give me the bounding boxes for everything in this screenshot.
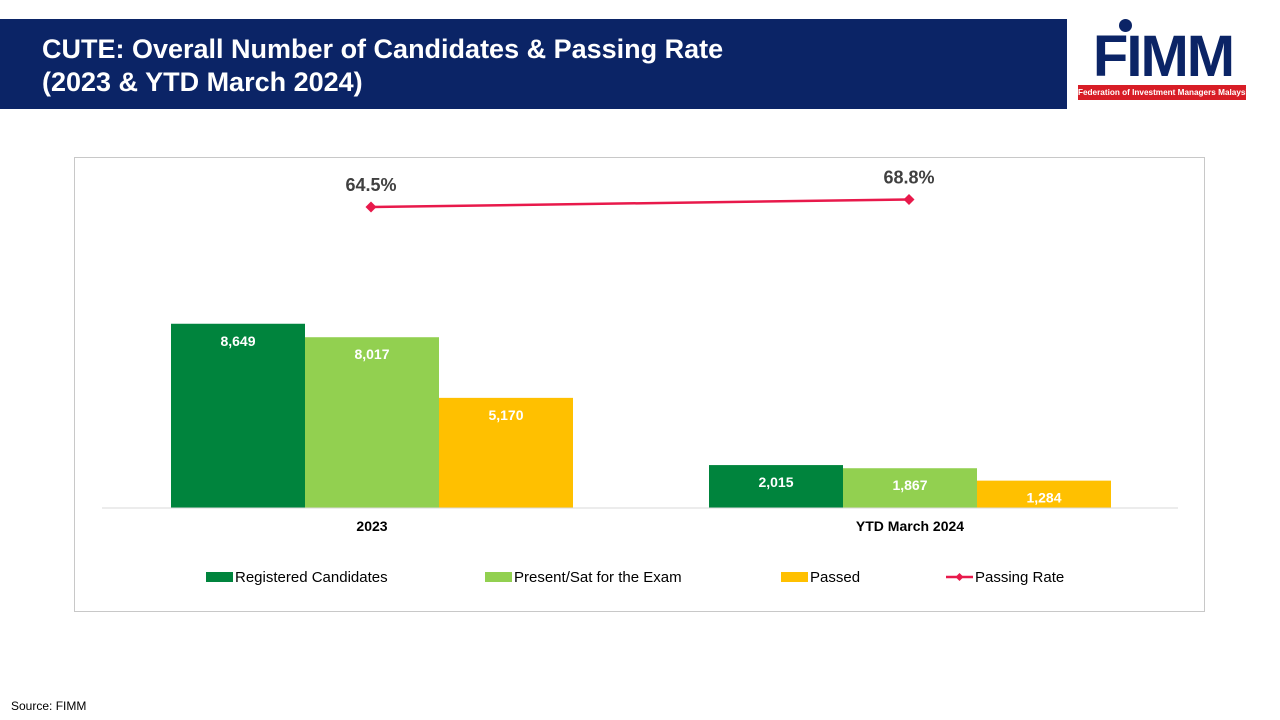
page-title: CUTE: Overall Number of Candidates & Pas… — [42, 34, 724, 64]
legend-label: Present/Sat for the Exam — [514, 569, 682, 586]
passing-rate-marker — [903, 194, 915, 205]
bar-data-label: 8,017 — [354, 346, 389, 362]
legend-swatch — [206, 572, 233, 582]
bar-data-label: 1,284 — [1026, 490, 1061, 506]
source-note: Source: FIMM — [11, 699, 87, 713]
bar-0-0 — [171, 323, 305, 508]
category-label: 2023 — [356, 518, 387, 534]
logo-wordmark: FIMM — [1092, 24, 1235, 89]
passing-rate-label: 68.8% — [883, 168, 934, 188]
bar-2-1 — [977, 480, 1111, 508]
logo-tagline: Federation of Investment Managers Malays… — [1078, 85, 1246, 100]
passing-rate-marker — [365, 201, 377, 213]
bar-0-1 — [709, 465, 843, 508]
passing-rate-line — [370, 198, 910, 209]
logo-dot — [1119, 19, 1132, 32]
bar-2-0 — [439, 397, 573, 508]
legend-swatch — [781, 572, 808, 582]
passing-rate-label: 64.5% — [345, 175, 396, 195]
legend-label: Passed — [810, 569, 860, 586]
legend-swatch — [485, 572, 512, 582]
bar-data-label: 2,015 — [758, 474, 793, 490]
chart-frame: 8,649 8,017 5,170 2023 2,015 1,867 1,284 YTD Ma… — [74, 157, 1205, 612]
combo-chart: 8,649 8,017 5,170 2023 2,015 1,867 1,284 YTD Ma… — [102, 168, 1178, 586]
bar-data-label: 1,867 — [892, 477, 927, 493]
title-bar: CUTE: Overall Number of Candidates & Pas… — [0, 19, 1067, 109]
bar-data-label: 5,170 — [488, 407, 523, 423]
bar-data-label: 8,649 — [220, 333, 255, 349]
bar-1-1 — [843, 468, 977, 508]
page-subtitle: (2023 & YTD March 2024) — [42, 67, 363, 97]
legend-label: Passing Rate — [975, 569, 1064, 586]
fimm-logo: FIMM Federation of Investment Managers M… — [1078, 17, 1248, 103]
legend-marker — [955, 573, 964, 581]
legend-label: Registered Candidates — [235, 569, 388, 586]
category-label: YTD March 2024 — [856, 518, 964, 534]
bar-1-0 — [305, 337, 439, 508]
